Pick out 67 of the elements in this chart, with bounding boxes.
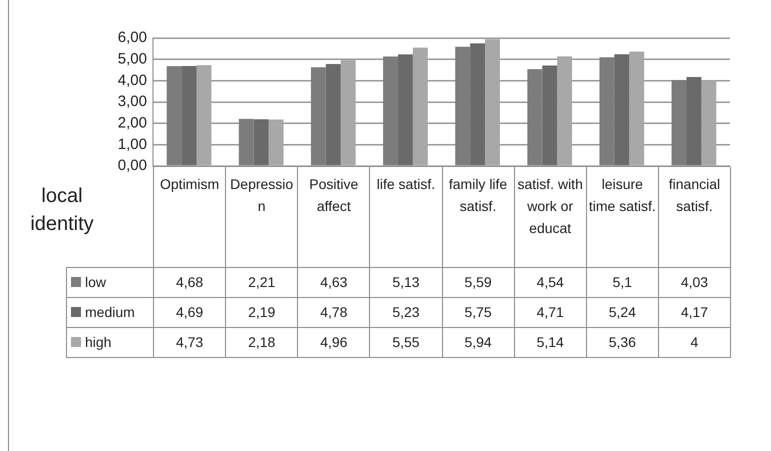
data-label: 4,69	[154, 297, 226, 327]
data-label: 5,23	[370, 297, 442, 327]
bar	[542, 66, 558, 166]
data-label: 4,03	[658, 267, 730, 297]
data-label: 2,18	[226, 327, 298, 357]
x-tick-label: Optimism	[154, 167, 226, 267]
y-tick-label: 3,00	[118, 93, 147, 110]
bar	[686, 77, 702, 166]
bar	[455, 46, 470, 166]
data-label: 5,1	[586, 267, 658, 297]
data-label: 4,71	[514, 297, 586, 327]
x-tick-label: financial satisf.	[658, 167, 730, 267]
y-tick-label: 6,00	[118, 29, 147, 46]
data-label: 4,73	[154, 327, 226, 357]
y-tick-label: 1,00	[118, 136, 147, 153]
bar	[182, 66, 197, 166]
legend-label: medium	[85, 304, 135, 320]
bar	[614, 54, 630, 166]
data-label: 5,55	[370, 327, 442, 357]
bar	[599, 57, 614, 166]
x-tick-label: Depression	[226, 167, 298, 267]
data-label: 4,17	[658, 297, 730, 327]
bar	[310, 67, 326, 166]
bar	[672, 80, 686, 166]
bar	[470, 43, 486, 166]
data-label: 2,21	[226, 267, 298, 297]
bar	[701, 80, 716, 166]
data-label: 5,13	[370, 267, 442, 297]
data-label: 5,75	[442, 297, 514, 327]
bar	[196, 65, 212, 166]
data-label: 4,96	[298, 327, 370, 357]
bar	[383, 56, 398, 166]
data-label: 5,94	[442, 327, 514, 357]
x-tick-label: leisure time satisf.	[586, 167, 658, 267]
y-tick-label: 5,00	[118, 50, 147, 68]
bar	[557, 56, 572, 166]
data-label: 4	[658, 327, 730, 357]
bar	[238, 118, 254, 166]
x-tick-label: family life satisf.	[442, 167, 514, 267]
y-tick-label: 2,00	[118, 114, 147, 132]
data-label: 5,36	[586, 327, 658, 357]
data-label: 4,78	[298, 297, 370, 327]
bar	[268, 119, 284, 166]
data-label: 5,59	[442, 267, 514, 297]
bar	[398, 54, 413, 166]
data-label: 4,54	[514, 267, 586, 297]
data-label: 4,68	[154, 267, 226, 297]
x-tick-label: life satisf.	[370, 167, 442, 267]
legend-title: local identity	[29, 184, 95, 237]
legend-label: low	[85, 274, 106, 290]
data-label: 4,63	[298, 267, 370, 297]
y-tick-label: 4,00	[118, 72, 147, 89]
y-tick-label: 0,00	[118, 157, 147, 174]
bar	[340, 60, 356, 166]
data-label: 2,19	[226, 297, 298, 327]
x-tick-label: Positive affect	[298, 167, 370, 267]
bar	[412, 48, 428, 166]
data-label: 5,24	[586, 297, 658, 327]
bar	[254, 119, 269, 166]
x-tick-label: satisf. with work or educat	[514, 167, 586, 267]
bar	[629, 52, 644, 166]
bar	[166, 66, 182, 166]
bar	[485, 39, 500, 166]
bar	[527, 69, 542, 166]
bar	[326, 64, 341, 166]
data-label: 5,14	[514, 327, 586, 357]
legend-label: high	[85, 334, 112, 350]
